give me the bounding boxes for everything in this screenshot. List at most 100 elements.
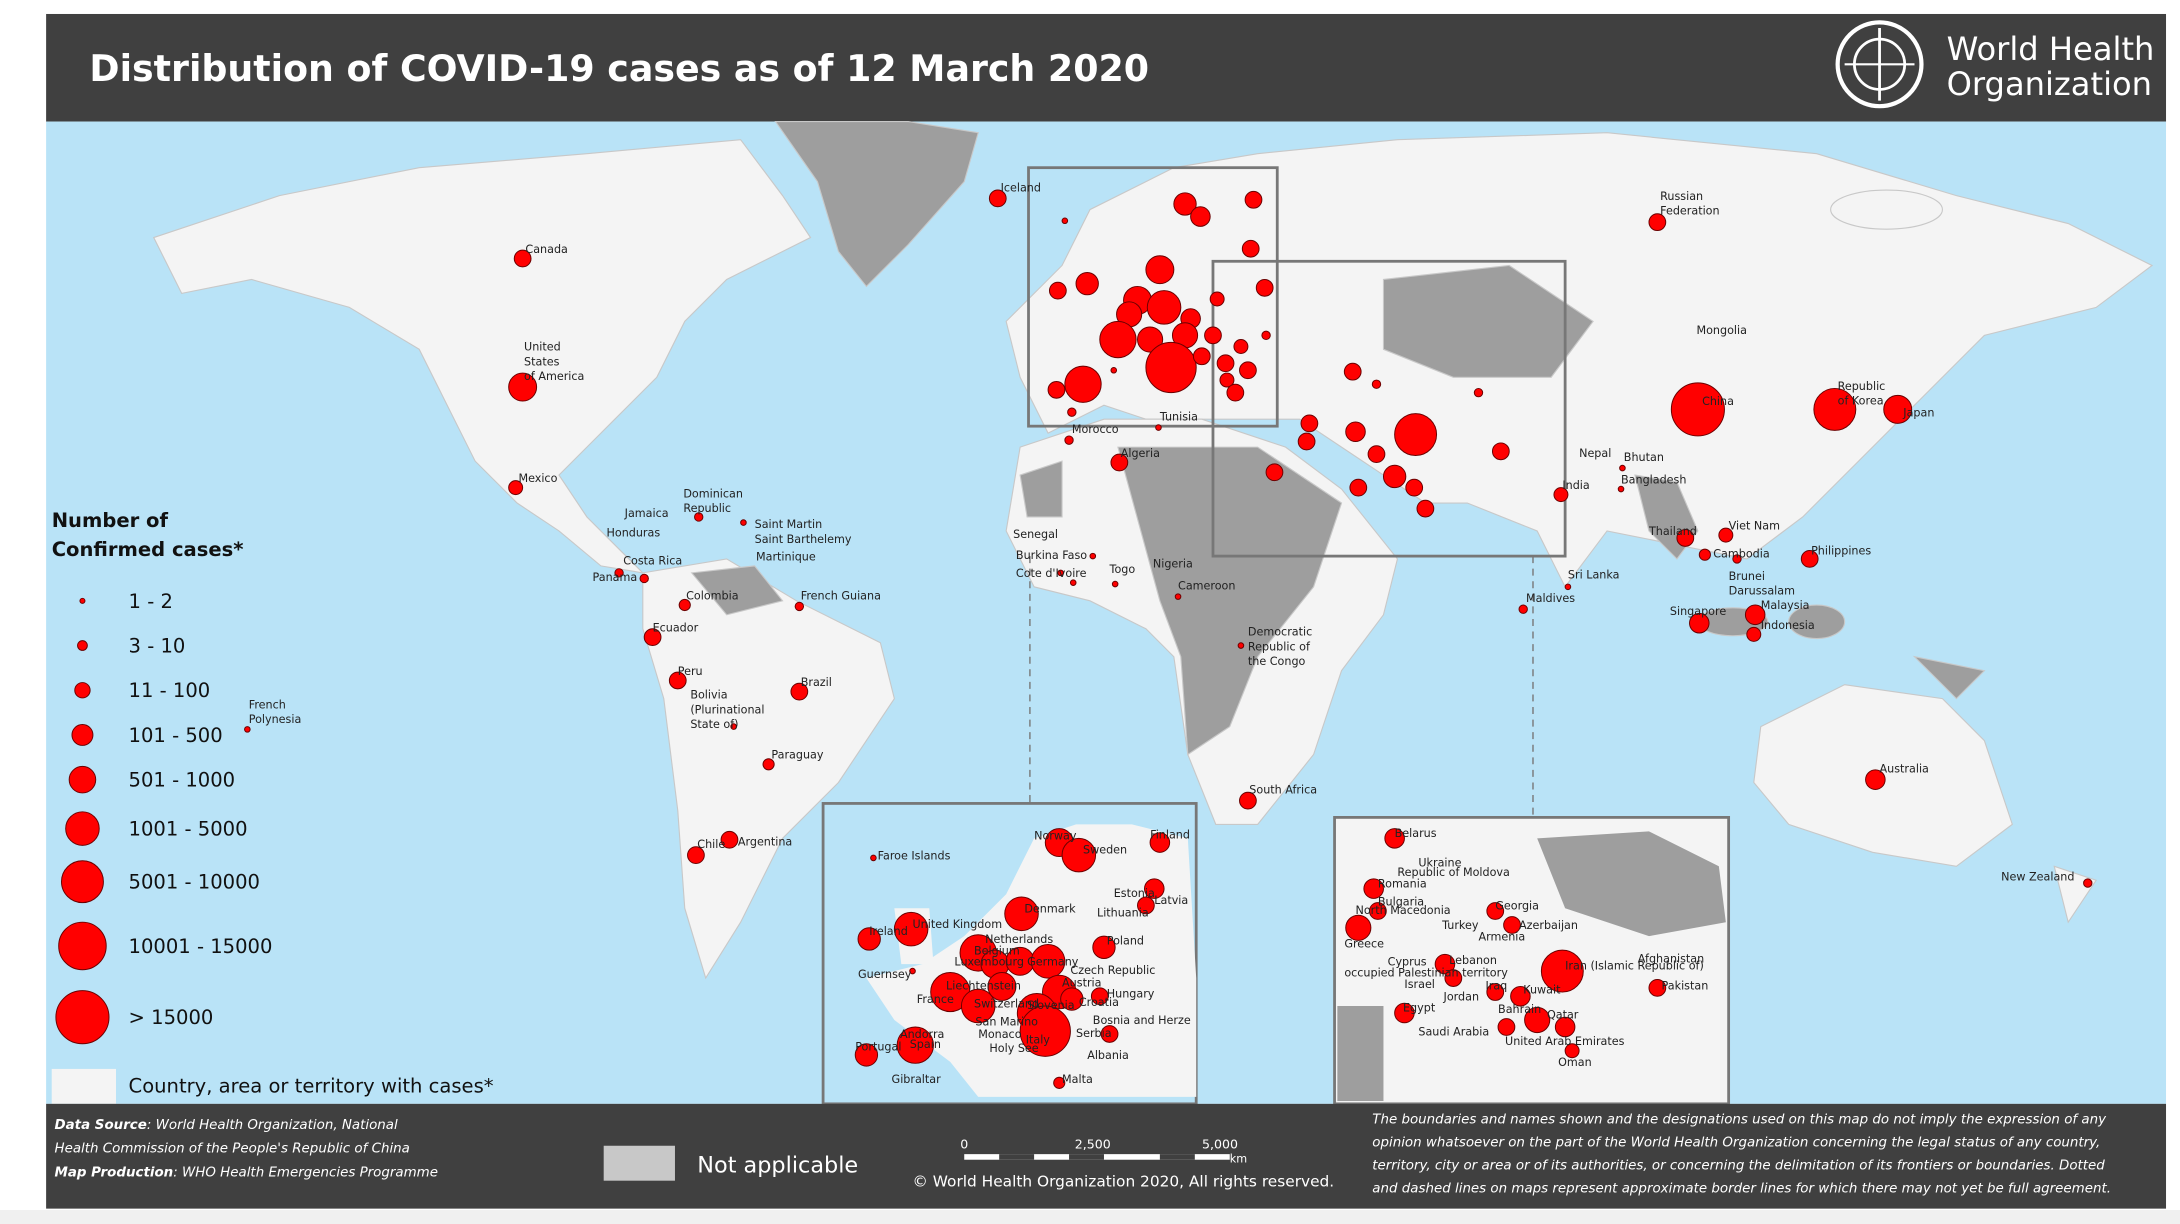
country-label: Slovenia [1027, 999, 1074, 1012]
copyright: © World Health Organization 2020, All ri… [913, 1172, 1335, 1190]
case-bubble [893, 911, 929, 947]
country-label: Colombia [686, 589, 738, 602]
case-bubble [1219, 372, 1235, 388]
country-label: United [524, 341, 561, 354]
case-bubble [1394, 413, 1438, 456]
case-bubble [762, 758, 775, 771]
country-label: Norway [1034, 830, 1077, 843]
country-label: New Zealand [2001, 870, 2074, 883]
case-bubble [1554, 1016, 1576, 1038]
case-bubble [1111, 580, 1119, 588]
case-bubble [1883, 394, 1913, 424]
case-bubble [65, 811, 100, 846]
case-bubble [1174, 593, 1182, 600]
source: : World Health Organization, National [147, 1118, 398, 1133]
case-bubble [1491, 442, 1510, 461]
case-bubble [1486, 983, 1505, 1001]
case-bubble [1144, 878, 1165, 899]
case-bubble [1204, 326, 1222, 345]
case-bubble [790, 682, 809, 701]
case-bubble [1064, 435, 1074, 445]
country-label: Belgium [974, 944, 1020, 957]
country-label: Dominican [683, 487, 743, 500]
scale-bar: 0 2,500 5,000 km [960, 1137, 1247, 1166]
case-bubble [1155, 424, 1162, 431]
country-label: Gibraltar [892, 1073, 942, 1086]
country-label: Russian [1660, 190, 1703, 203]
country-label: Germany [1027, 956, 1079, 969]
case-bubble [1075, 271, 1099, 296]
country-label: of Korea [1838, 395, 1884, 408]
country-label: Ireland [869, 925, 908, 938]
legend-class-label: 1 - 2 [129, 590, 173, 613]
country-label: Saint Barthelemy [755, 533, 852, 546]
case-bubble [988, 189, 1007, 208]
case-bubble [1067, 407, 1077, 417]
country-label: Cyprus [1388, 956, 1427, 969]
case-bubble [1368, 902, 1387, 920]
case-bubble [1237, 642, 1245, 649]
country-label: Federation [1660, 204, 1719, 217]
case-bubble [1190, 206, 1211, 227]
who-logo: World Health Organization [1835, 20, 2154, 109]
country-label: Netherlands [985, 933, 1053, 946]
country-label: Croatia [1079, 996, 1119, 1009]
country-label: Faroe Islands [878, 849, 951, 862]
case-bubble [1099, 320, 1137, 359]
case-bubble [1239, 791, 1257, 810]
country-label: Bolivia [690, 689, 727, 702]
case-bubble [1030, 944, 1066, 979]
case-bubble [1244, 190, 1263, 209]
case-bubble [1265, 463, 1284, 482]
country-label: Ecuador [653, 622, 699, 635]
case-bubble [1173, 192, 1197, 216]
country-label: Australia [1880, 763, 1929, 776]
header-bar [46, 13, 2167, 122]
middle-east-inset [1333, 816, 1731, 1106]
country-label: Armenia [1478, 930, 1525, 943]
case-bubble [1057, 569, 1064, 577]
country-label: Ukraine [1418, 856, 1461, 869]
country-label: Switzerland [974, 997, 1039, 1010]
case-bubble [1405, 478, 1424, 497]
country-label: Monaco [978, 1028, 1021, 1041]
country-label: Oman [1558, 1056, 1592, 1069]
country-label: Pakistan [1662, 979, 1709, 992]
bottom-strip [0, 1210, 2180, 1224]
case-bubble [508, 372, 538, 402]
case-bubble [1343, 362, 1362, 381]
case-bubble [74, 682, 91, 699]
case-bubble [857, 927, 881, 951]
case-bubble [1394, 1002, 1415, 1024]
legend: Number of Confirmed cases* Country, area… [51, 509, 494, 1104]
case-bubble [71, 723, 94, 746]
case-bubble [1648, 213, 1667, 232]
country-label: Costa Rica [623, 554, 682, 567]
country-label: Democratic [1248, 626, 1312, 639]
case-bubble [1004, 896, 1039, 932]
case-bubble [1209, 291, 1225, 307]
case-bubble [58, 921, 107, 971]
case-bubble [1676, 529, 1695, 547]
case-bubble [1444, 969, 1463, 987]
country-label: States [524, 355, 560, 368]
country-label: Morocco [1072, 423, 1119, 436]
case-bubble [1416, 499, 1435, 518]
case-bubble [68, 765, 97, 794]
case-bubble [896, 1026, 934, 1064]
country-label: Paraguay [771, 749, 823, 762]
country-label: the Congo [1248, 655, 1306, 668]
source-label: Data Source [55, 1118, 147, 1133]
country-label: San Marino [975, 1016, 1038, 1029]
cases-legend-label: Country, area or territory with cases* [129, 1075, 494, 1098]
country-label: (Plurinational [690, 703, 764, 716]
country-label: Mongolia [1696, 324, 1746, 337]
legend-class-label: 1001 - 5000 [129, 818, 248, 841]
country-label: Japan [1902, 406, 1934, 419]
production-text: Map Production: WHO Health Emergencies P… [55, 1165, 439, 1180]
country-label: Canada [525, 243, 567, 256]
country-label: Holy See [989, 1042, 1038, 1055]
legend-class-label: 501 - 1000 [129, 769, 236, 792]
case-bubble [508, 480, 524, 496]
